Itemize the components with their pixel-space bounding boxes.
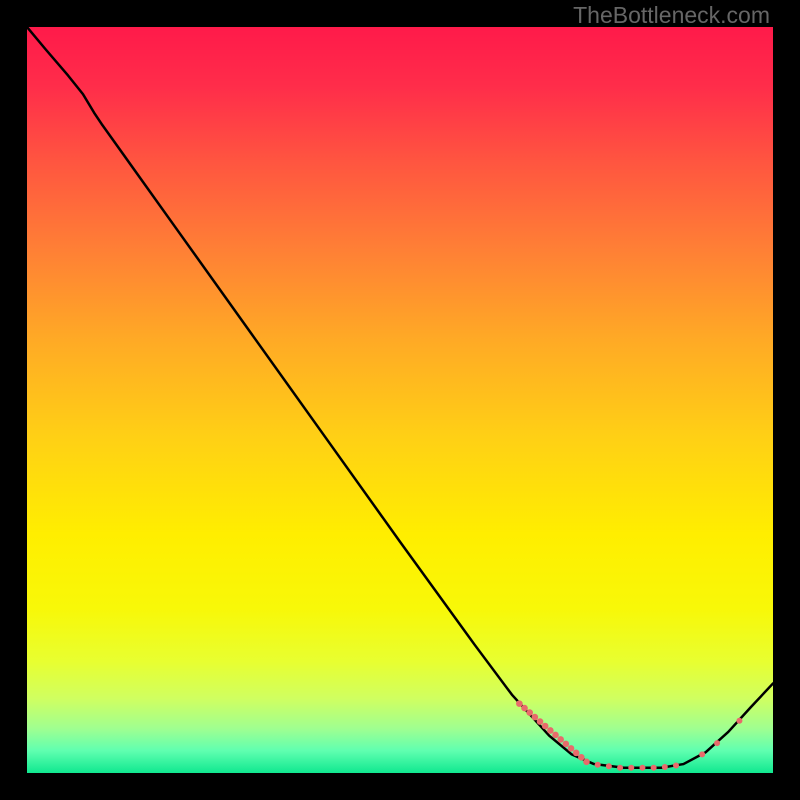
data-marker xyxy=(673,763,679,769)
data-marker xyxy=(557,736,564,743)
gradient-background xyxy=(27,27,773,773)
data-marker xyxy=(532,714,539,721)
data-marker xyxy=(639,765,645,771)
data-marker xyxy=(552,732,559,739)
data-marker xyxy=(617,765,623,771)
data-marker xyxy=(699,751,705,757)
data-marker xyxy=(736,718,742,724)
data-marker xyxy=(714,740,720,746)
watermark-text: TheBottleneck.com xyxy=(573,2,770,29)
data-marker xyxy=(563,741,570,748)
data-marker xyxy=(568,745,575,752)
data-marker xyxy=(578,754,585,761)
data-marker xyxy=(595,762,601,768)
data-marker xyxy=(606,763,612,769)
chart-container xyxy=(27,27,773,773)
data-marker xyxy=(542,723,549,730)
data-marker xyxy=(537,718,544,725)
data-marker xyxy=(573,750,580,757)
data-marker xyxy=(583,759,590,766)
data-marker xyxy=(526,709,533,716)
data-marker xyxy=(547,727,554,734)
chart-svg xyxy=(27,27,773,773)
data-marker xyxy=(521,705,528,712)
data-marker xyxy=(516,700,523,707)
data-marker xyxy=(662,764,668,770)
data-marker xyxy=(651,765,657,771)
data-marker xyxy=(628,765,634,771)
